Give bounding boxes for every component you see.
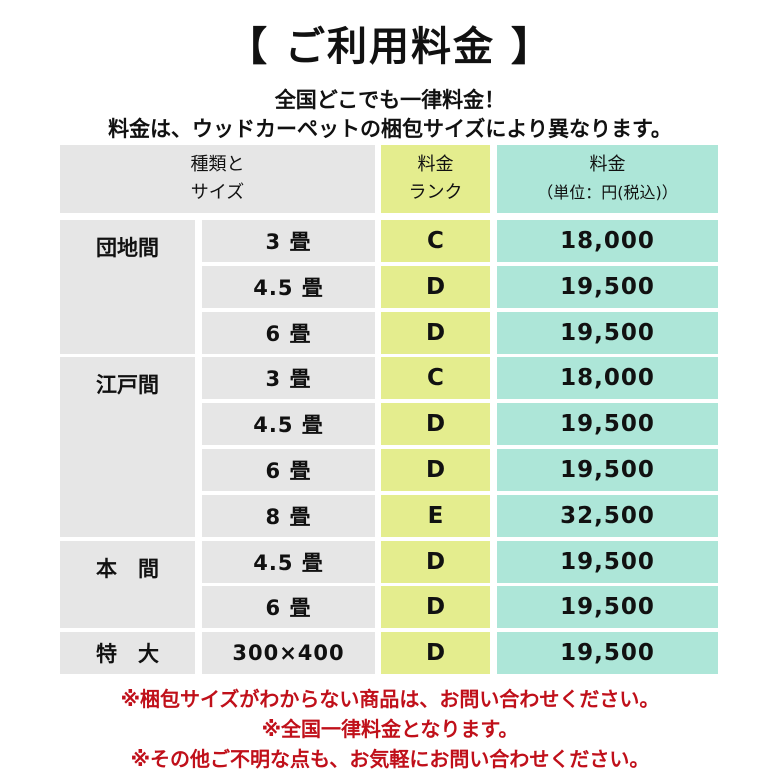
price-cell: 32,500 <box>497 494 718 537</box>
size-cell: 6 畳 <box>202 449 375 491</box>
subtitle-2: 料金は、ウッドカーペットの梱包サイズにより異なります。 <box>108 117 672 141</box>
header-price-line2: （単位：円(税込)） <box>537 183 678 202</box>
price-cell: 19,500 <box>497 586 718 629</box>
group-label: 本 間 <box>60 540 195 629</box>
size-cell: 300×400 <box>202 632 375 675</box>
note-2: ※全国一律料金となります。 <box>261 717 519 741</box>
subtitle-1: 全国どこでも一律料金！ <box>274 88 506 112</box>
size-cell: 6 畳 <box>202 311 375 354</box>
rank-cell: D <box>381 311 490 354</box>
rank-cell: D <box>381 265 490 308</box>
price-cell: 19,500 <box>497 449 718 491</box>
header-rank-line2: ランク <box>408 182 463 203</box>
price-cell: 19,500 <box>497 632 718 675</box>
rank-cell: D <box>381 449 490 491</box>
header-rank-line1: 料金 <box>417 154 454 175</box>
price-cell: 18,000 <box>497 220 718 262</box>
price-cell: 19,500 <box>497 540 718 583</box>
size-cell: 4.5 畳 <box>202 540 375 583</box>
price-cell: 19,500 <box>497 311 718 354</box>
rank-cell: D <box>381 586 490 629</box>
rank-cell: E <box>381 494 490 537</box>
size-cell: 6 畳 <box>202 586 375 629</box>
header-type-size: 種類と サイズ <box>60 145 375 213</box>
size-cell: 4.5 畳 <box>202 403 375 446</box>
note-1: ※梱包サイズがわからない商品は、お問い合わせください。 <box>120 687 660 711</box>
rank-cell: D <box>381 632 490 675</box>
size-cell: 8 畳 <box>202 494 375 537</box>
header-price-line1: 料金 <box>589 154 626 175</box>
rank-cell: D <box>381 540 490 583</box>
rank-cell: C <box>381 357 490 400</box>
header-type-line2: サイズ <box>190 182 245 203</box>
size-cell: 4.5 畳 <box>202 265 375 308</box>
price-cell: 18,000 <box>497 357 718 400</box>
group-label: 特 大 <box>60 632 195 675</box>
size-cell: 3 畳 <box>202 220 375 262</box>
note-3: ※その他ご不明な点も、お気軽にお問い合わせください。 <box>130 747 650 771</box>
group-label: 団地間 <box>60 220 195 354</box>
header-type-line1: 種類と <box>190 154 245 175</box>
price-cell: 19,500 <box>497 265 718 308</box>
rank-cell: D <box>381 403 490 446</box>
header-rank: 料金 ランク <box>381 145 490 213</box>
page-title: 【 ご利用料金 】 <box>227 24 553 70</box>
size-cell: 3 畳 <box>202 357 375 400</box>
header-price: 料金 （単位：円(税込)） <box>497 145 718 213</box>
price-cell: 19,500 <box>497 403 718 446</box>
group-label: 江戸間 <box>60 357 195 537</box>
rank-cell: C <box>381 220 490 262</box>
